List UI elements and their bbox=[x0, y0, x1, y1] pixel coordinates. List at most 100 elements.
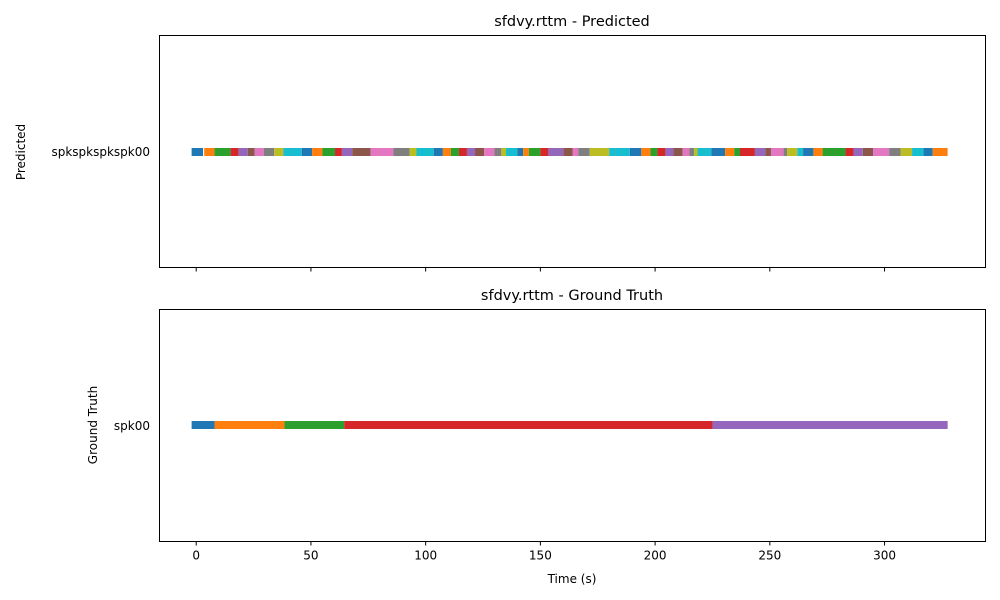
segment-bar bbox=[263, 148, 275, 156]
segment-bar bbox=[665, 148, 674, 156]
x-tick-label: 300 bbox=[873, 549, 896, 563]
segment-bar bbox=[254, 148, 264, 156]
segment-bar bbox=[689, 148, 695, 156]
segment-bar bbox=[900, 148, 913, 156]
ground-truth-axes-frame bbox=[159, 309, 986, 542]
segment-bar bbox=[230, 148, 239, 156]
segment-bar bbox=[517, 148, 524, 156]
segment-bar bbox=[247, 148, 255, 156]
segment-bar bbox=[734, 148, 740, 156]
x-tick-label: 0 bbox=[192, 549, 200, 563]
segment-bar bbox=[572, 148, 579, 156]
segment-bar bbox=[466, 148, 475, 156]
segment-bar bbox=[694, 148, 698, 156]
segment-bar bbox=[528, 148, 541, 156]
segment-bar bbox=[754, 148, 766, 156]
segment-bar bbox=[609, 148, 630, 156]
x-tick-label: 250 bbox=[758, 549, 781, 563]
segment-bar bbox=[450, 148, 459, 156]
ground-truth-segments bbox=[191, 421, 948, 429]
segment-bar bbox=[458, 148, 467, 156]
segment-bar bbox=[284, 421, 345, 429]
segment-bar bbox=[214, 421, 285, 429]
predicted-segments bbox=[191, 148, 948, 156]
ground-truth-ytick-label: spk00 bbox=[114, 419, 150, 433]
segment-bar bbox=[501, 148, 506, 156]
segment-bar bbox=[393, 148, 410, 156]
predicted-ylabel: Predicted bbox=[14, 124, 28, 180]
predicted-axes-frame bbox=[159, 35, 986, 268]
segment-bar bbox=[312, 148, 323, 156]
segment-bar bbox=[301, 148, 313, 156]
segment-bar bbox=[563, 148, 573, 156]
segment-bar bbox=[673, 148, 683, 156]
segment-bar bbox=[494, 148, 502, 156]
segment-bar bbox=[548, 148, 564, 156]
predicted-title: sfdvy.rttm - Predicted bbox=[494, 14, 650, 30]
segment-bar bbox=[682, 148, 690, 156]
segment-bar bbox=[822, 148, 846, 156]
segment-bar bbox=[711, 148, 726, 156]
segment-bar bbox=[803, 148, 814, 156]
segment-bar bbox=[433, 148, 443, 156]
segment-bar bbox=[770, 148, 784, 156]
segment-bar bbox=[484, 148, 495, 156]
segment-bar bbox=[274, 148, 284, 156]
x-tick-label: 50 bbox=[303, 549, 318, 563]
segment-bar bbox=[344, 421, 713, 429]
segment-bar bbox=[540, 148, 549, 156]
segment-bar bbox=[889, 148, 901, 156]
segment-bar bbox=[932, 148, 948, 156]
segment-bar bbox=[191, 148, 204, 156]
segment-bar bbox=[783, 148, 788, 156]
segment-bar bbox=[409, 148, 417, 156]
segment-bar bbox=[629, 148, 642, 156]
segment-bar bbox=[578, 148, 590, 156]
segment-bar bbox=[862, 148, 874, 156]
segment-bar bbox=[725, 148, 735, 156]
segment-bar bbox=[813, 148, 823, 156]
segment-bar bbox=[204, 148, 215, 156]
segment-bar bbox=[505, 148, 518, 156]
segment-bar bbox=[787, 148, 798, 156]
segment-bar bbox=[697, 148, 712, 156]
segment-bar bbox=[335, 148, 342, 156]
segment-bar bbox=[238, 148, 248, 156]
segment-bar bbox=[283, 148, 302, 156]
segment-bar bbox=[853, 148, 863, 156]
segment-bar bbox=[923, 148, 933, 156]
segment-bar bbox=[641, 148, 651, 156]
x-tick-label: 200 bbox=[644, 549, 667, 563]
predicted-ytick-label: spkspkspkspk00 bbox=[51, 145, 150, 159]
segment-bar bbox=[650, 148, 658, 156]
segment-bar bbox=[523, 148, 529, 156]
segment-bar bbox=[912, 148, 924, 156]
x-tick-label: 100 bbox=[414, 549, 437, 563]
segment-bar bbox=[322, 148, 336, 156]
segment-bar bbox=[845, 148, 854, 156]
predicted-xticks bbox=[195, 267, 886, 272]
segment-bar bbox=[191, 421, 215, 429]
segment-bar bbox=[214, 148, 231, 156]
segment-bar bbox=[352, 148, 371, 156]
segment-bar bbox=[341, 148, 353, 156]
x-tick-label: 150 bbox=[529, 549, 552, 563]
predicted-panel: sfdvy.rttm - Predicted Predicted spkspks… bbox=[14, 14, 986, 272]
segment-bar bbox=[657, 148, 666, 156]
ground-truth-title: sfdvy.rttm - Ground Truth bbox=[481, 288, 663, 304]
segment-bar bbox=[416, 148, 434, 156]
segment-bar bbox=[589, 148, 610, 156]
segment-bar bbox=[739, 148, 755, 156]
segment-bar bbox=[474, 148, 485, 156]
x-axis-label: Time (s) bbox=[547, 572, 597, 586]
ground-truth-xticks: 0 50 100 150 200 250 300 bbox=[192, 541, 896, 563]
segment-bar bbox=[370, 148, 394, 156]
segment-bar bbox=[765, 148, 771, 156]
ground-truth-panel: sfdvy.rttm - Ground Truth Ground Truth s… bbox=[86, 288, 986, 586]
ground-truth-ylabel: Ground Truth bbox=[86, 386, 100, 464]
segment-bar bbox=[442, 148, 451, 156]
segment-bar bbox=[873, 148, 890, 156]
segment-bar bbox=[712, 421, 948, 429]
segment-bar bbox=[797, 148, 804, 156]
